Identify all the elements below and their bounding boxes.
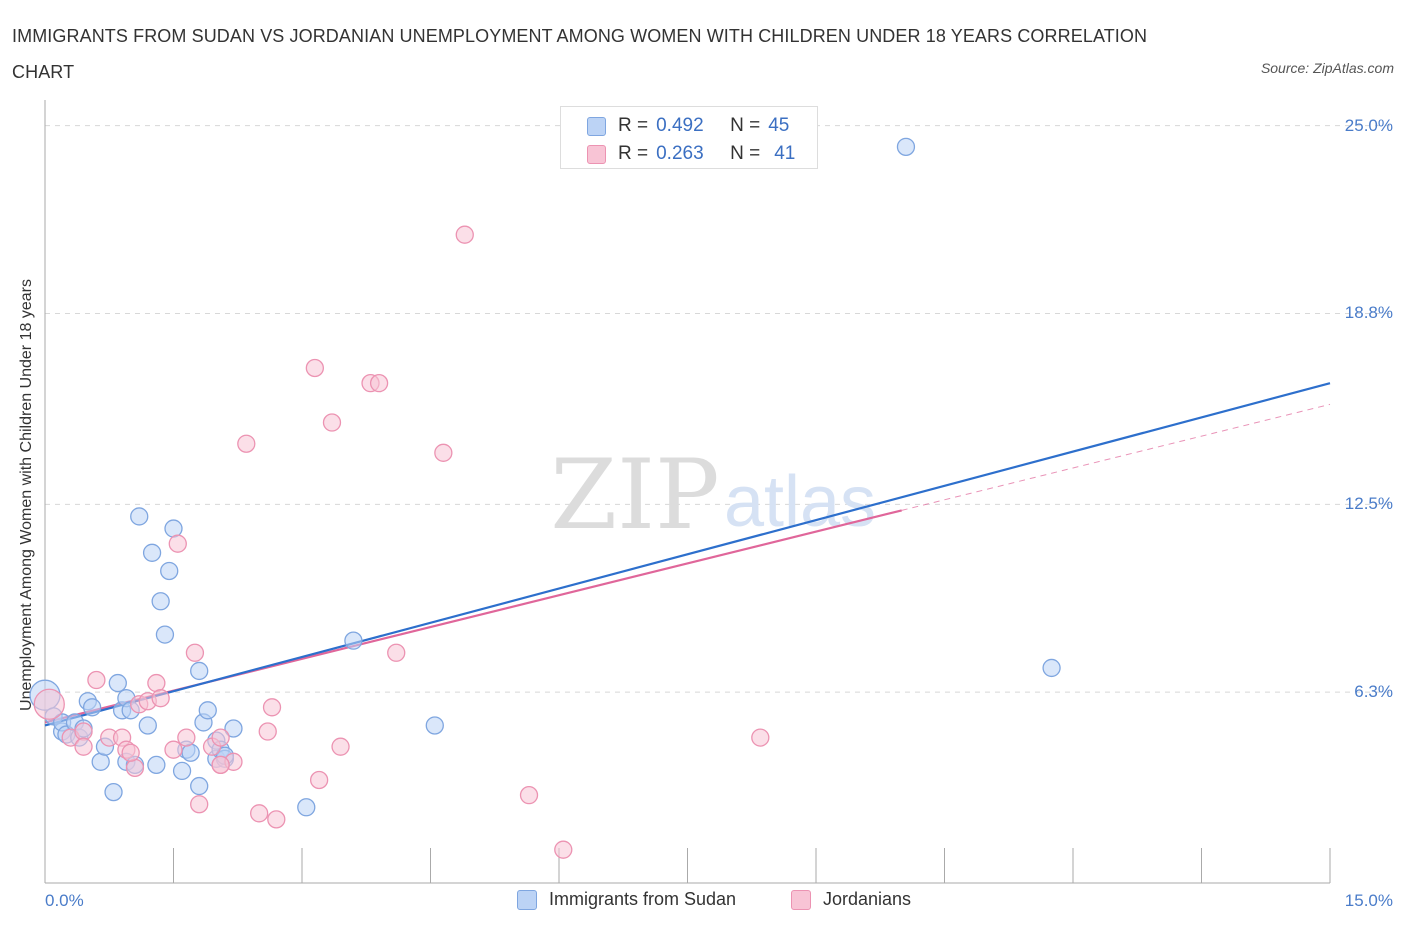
sudan-point-19	[130, 507, 149, 526]
trend-lines	[44, 382, 1331, 727]
trend-line-jordanians-extension	[901, 403, 1331, 511]
jordan-point-32	[369, 373, 389, 393]
sudan-point-23	[151, 592, 170, 611]
jordan-point-8	[125, 758, 145, 778]
legend-label-sudan: Immigrants from Sudan	[549, 889, 737, 909]
legend-row-sudan: R = 0.492 N = 45	[587, 114, 789, 138]
sudan-point-30	[190, 661, 209, 681]
jordan-point-38	[751, 728, 770, 747]
sudan-point-40	[344, 631, 363, 650]
jordan-point-12	[151, 689, 170, 708]
watermark-zip: ZIP	[550, 439, 719, 551]
y-tick-label-2: 18.8%	[1344, 303, 1393, 323]
data-points	[29, 137, 1061, 859]
jordan-point-22	[237, 434, 256, 453]
sudan-point-31	[190, 776, 209, 796]
jordan-point-4	[87, 670, 106, 690]
jordan-point-20	[211, 728, 230, 747]
sudan-point-26	[164, 519, 183, 538]
sudan-point-41	[425, 716, 444, 735]
sudan-point-25	[160, 561, 179, 581]
jordan-point-2	[74, 722, 93, 741]
source-label: Source: ZipAtlas.com	[1260, 60, 1394, 76]
sudan-point-38	[224, 719, 243, 738]
x-tick-max: 15.0%	[1344, 891, 1393, 910]
gridlines	[45, 125, 1395, 693]
r-value-jordan: 0.263	[656, 143, 704, 164]
n-label: N =	[730, 115, 761, 136]
jordan-point-30	[331, 737, 350, 756]
sudan-point-21	[142, 543, 162, 562]
jordan-point-40	[121, 743, 140, 762]
y-tick-label-1: 12.5%	[1344, 494, 1393, 514]
legend-swatch-sudan	[517, 889, 537, 910]
n-value-sudan: 45	[768, 115, 790, 136]
jordan-point-36	[519, 785, 539, 805]
sudan-point-9	[82, 698, 102, 717]
jordan-point-35	[455, 225, 474, 244]
jordan-point-17	[190, 795, 209, 814]
trend-line-sudan	[44, 382, 1331, 727]
jordan-point-33	[387, 643, 406, 662]
sudan-point-10	[91, 752, 110, 771]
sudan-point-33	[198, 701, 217, 720]
watermark-atlas: atlas	[724, 462, 876, 542]
jordan-point-34	[434, 443, 453, 462]
r-value-sudan: 0.492	[656, 115, 704, 136]
sudan-point-13	[108, 673, 127, 693]
legend-label-jordan: Jordanians	[823, 889, 912, 909]
n-value-jordan: 41	[774, 143, 796, 164]
legend-swatch-jordan	[587, 144, 606, 164]
sudan-point-43	[1042, 658, 1061, 678]
x-tick-min: 0.0%	[45, 891, 84, 910]
sudan-point-20	[138, 716, 157, 735]
jordan-point-27	[305, 358, 325, 378]
sudan-point-39	[297, 798, 316, 817]
jordan-point-14	[168, 534, 187, 553]
n-label: N =	[730, 143, 761, 164]
jordan-point-3	[74, 737, 93, 756]
r-label: R =	[618, 115, 649, 136]
chart-title: IMMIGRANTS FROM SUDAN VS JORDANIAN UNEMP…	[12, 26, 1148, 82]
sudan-point-27	[172, 761, 192, 781]
jordan-point-37	[554, 840, 573, 859]
jordan-point-28	[309, 770, 329, 790]
jordan-point-11	[147, 673, 166, 693]
sudan-point-12	[104, 782, 123, 802]
legend-swatch-sudan	[587, 116, 606, 136]
jordan-point-23	[250, 804, 269, 823]
sudan-point-22	[147, 755, 166, 775]
jordan-point-15	[177, 728, 196, 747]
y-tick-label-0: 6.3%	[1354, 682, 1393, 702]
legend-row-jordan: R = 0.263 N = 41	[587, 142, 795, 166]
jordan-point-24	[258, 722, 277, 741]
axes	[44, 100, 1331, 884]
jordan-point-13	[164, 740, 183, 759]
jordan-point-0	[33, 688, 65, 720]
jordan-point-26	[267, 810, 286, 829]
legend-swatch-jordan	[791, 889, 811, 910]
jordan-point-16	[185, 643, 205, 662]
stats-legend: R = 0.492 N = 45 R = 0.263 N = 41	[560, 106, 818, 169]
sudan-point-29	[181, 743, 200, 762]
y-tick-label-3: 25.0%	[1344, 115, 1393, 135]
legend-item-sudan: Immigrants from Sudan	[517, 889, 736, 910]
r-label: R =	[618, 143, 649, 164]
jordan-point-39	[211, 755, 230, 775]
jordan-point-29	[322, 413, 342, 432]
legend-item-jordan: Jordanians	[791, 889, 911, 910]
jordan-point-25	[262, 698, 282, 717]
sudan-point-24	[155, 625, 175, 644]
sudan-point-42	[896, 137, 916, 157]
